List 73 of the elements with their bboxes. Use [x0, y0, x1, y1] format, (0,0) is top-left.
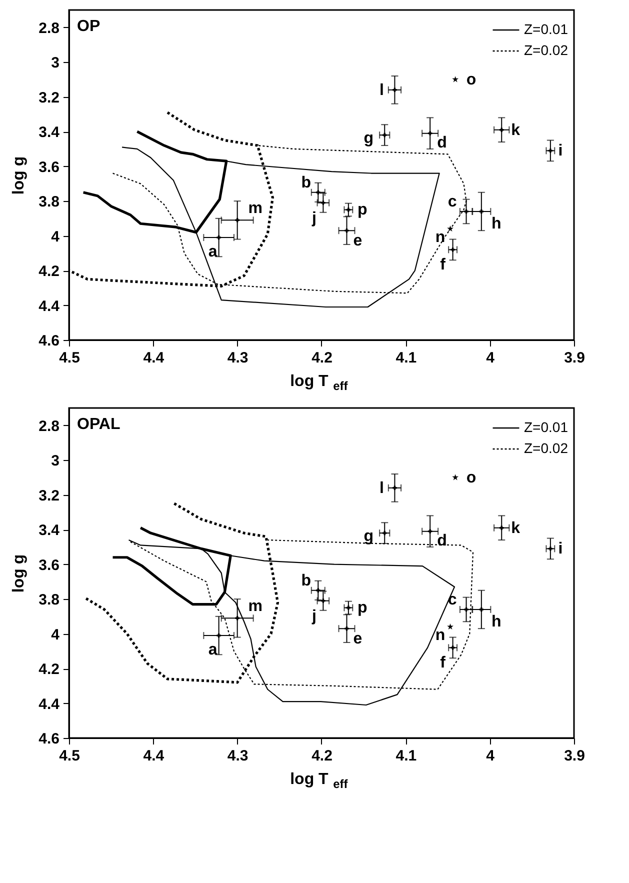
y-tick-label: 4.6: [38, 332, 60, 350]
y-tick-label: 3.8: [38, 592, 60, 609]
y-tick-label: 3.8: [38, 194, 60, 211]
y-tick-label: 4.4: [38, 298, 60, 315]
annotation: f: [440, 256, 446, 274]
annotation: a: [208, 642, 218, 659]
annotation: n: [435, 626, 446, 644]
y-tick-label: 3.2: [38, 89, 60, 106]
y-tick-label: 2.8: [38, 20, 60, 37]
annotation: OPAL: [77, 416, 120, 433]
legend-label: Z=0.01: [524, 419, 568, 435]
x-tick-label: 4.1: [396, 748, 417, 764]
y-tick-label: 3.4: [38, 522, 60, 540]
x-tick-label: 4.5: [59, 350, 80, 366]
x-tick-label: 3.9: [564, 350, 585, 366]
x-tick-label: 4.2: [312, 350, 332, 366]
y-tick-label: 4.2: [38, 661, 60, 678]
annotation: g: [364, 130, 374, 148]
y-tick-label: 4.6: [38, 730, 60, 748]
annotation: o: [466, 71, 476, 88]
annotation: e: [353, 232, 362, 250]
annotation: OP: [77, 18, 100, 35]
annotation: b: [301, 572, 312, 590]
y-axis-title: log g: [10, 156, 28, 195]
annotation: i: [558, 540, 563, 558]
annotation: d: [437, 134, 447, 152]
annotation: c: [448, 193, 457, 210]
y-tick-label: 4: [51, 228, 60, 246]
annotation: j: [310, 608, 316, 625]
annotation: i: [558, 142, 563, 160]
y-axis-title: log g: [10, 554, 28, 593]
annotation: k: [511, 520, 520, 537]
y-tick-label: 3.2: [38, 487, 60, 504]
y-tick-label: 4: [51, 626, 60, 644]
x-tick-label: 4.2: [312, 748, 332, 764]
legend-label: Z=0.02: [524, 42, 568, 58]
annotation: h: [492, 613, 502, 630]
y-tick-label: 2.8: [38, 418, 60, 435]
x-tick-label: 4: [486, 748, 496, 764]
annotation: o: [466, 469, 476, 486]
y-tick-label: 4.2: [38, 263, 60, 280]
annotation: h: [492, 215, 502, 232]
x-tick-label: 3.9: [564, 748, 585, 764]
annotation: b: [301, 174, 312, 192]
annotation: g: [364, 528, 374, 546]
annotation: l: [380, 82, 384, 99]
x-tick-label: 4.4: [143, 350, 165, 366]
legend-label: Z=0.01: [524, 21, 568, 37]
annotation: a: [208, 244, 218, 261]
y-tick-label: 3.6: [38, 556, 60, 574]
annotation: l: [380, 480, 384, 497]
annotation: k: [511, 122, 520, 139]
y-tick-label: 3.4: [38, 124, 60, 142]
x-tick-label: 4.5: [59, 748, 80, 764]
x-tick-label: 4.1: [396, 350, 417, 366]
y-tick-label: 3: [51, 452, 60, 470]
x-tick-label: 4.3: [227, 748, 248, 764]
annotation: e: [353, 630, 362, 648]
annotation: p: [358, 202, 368, 219]
y-tick-label: 3.6: [38, 158, 60, 176]
annotation: m: [248, 598, 262, 616]
y-tick-label: 4.4: [38, 696, 60, 713]
annotation: n: [435, 228, 446, 246]
annotation: p: [358, 600, 368, 617]
x-tick-label: 4.4: [143, 748, 165, 764]
x-tick-label: 4: [486, 350, 496, 366]
legend-label: Z=0.02: [524, 440, 568, 456]
annotation: j: [310, 210, 316, 227]
x-tick-label: 4.3: [227, 350, 248, 366]
annotation: d: [437, 532, 447, 550]
annotation: f: [440, 654, 446, 672]
y-tick-label: 3: [51, 54, 60, 72]
annotation: m: [248, 200, 262, 218]
